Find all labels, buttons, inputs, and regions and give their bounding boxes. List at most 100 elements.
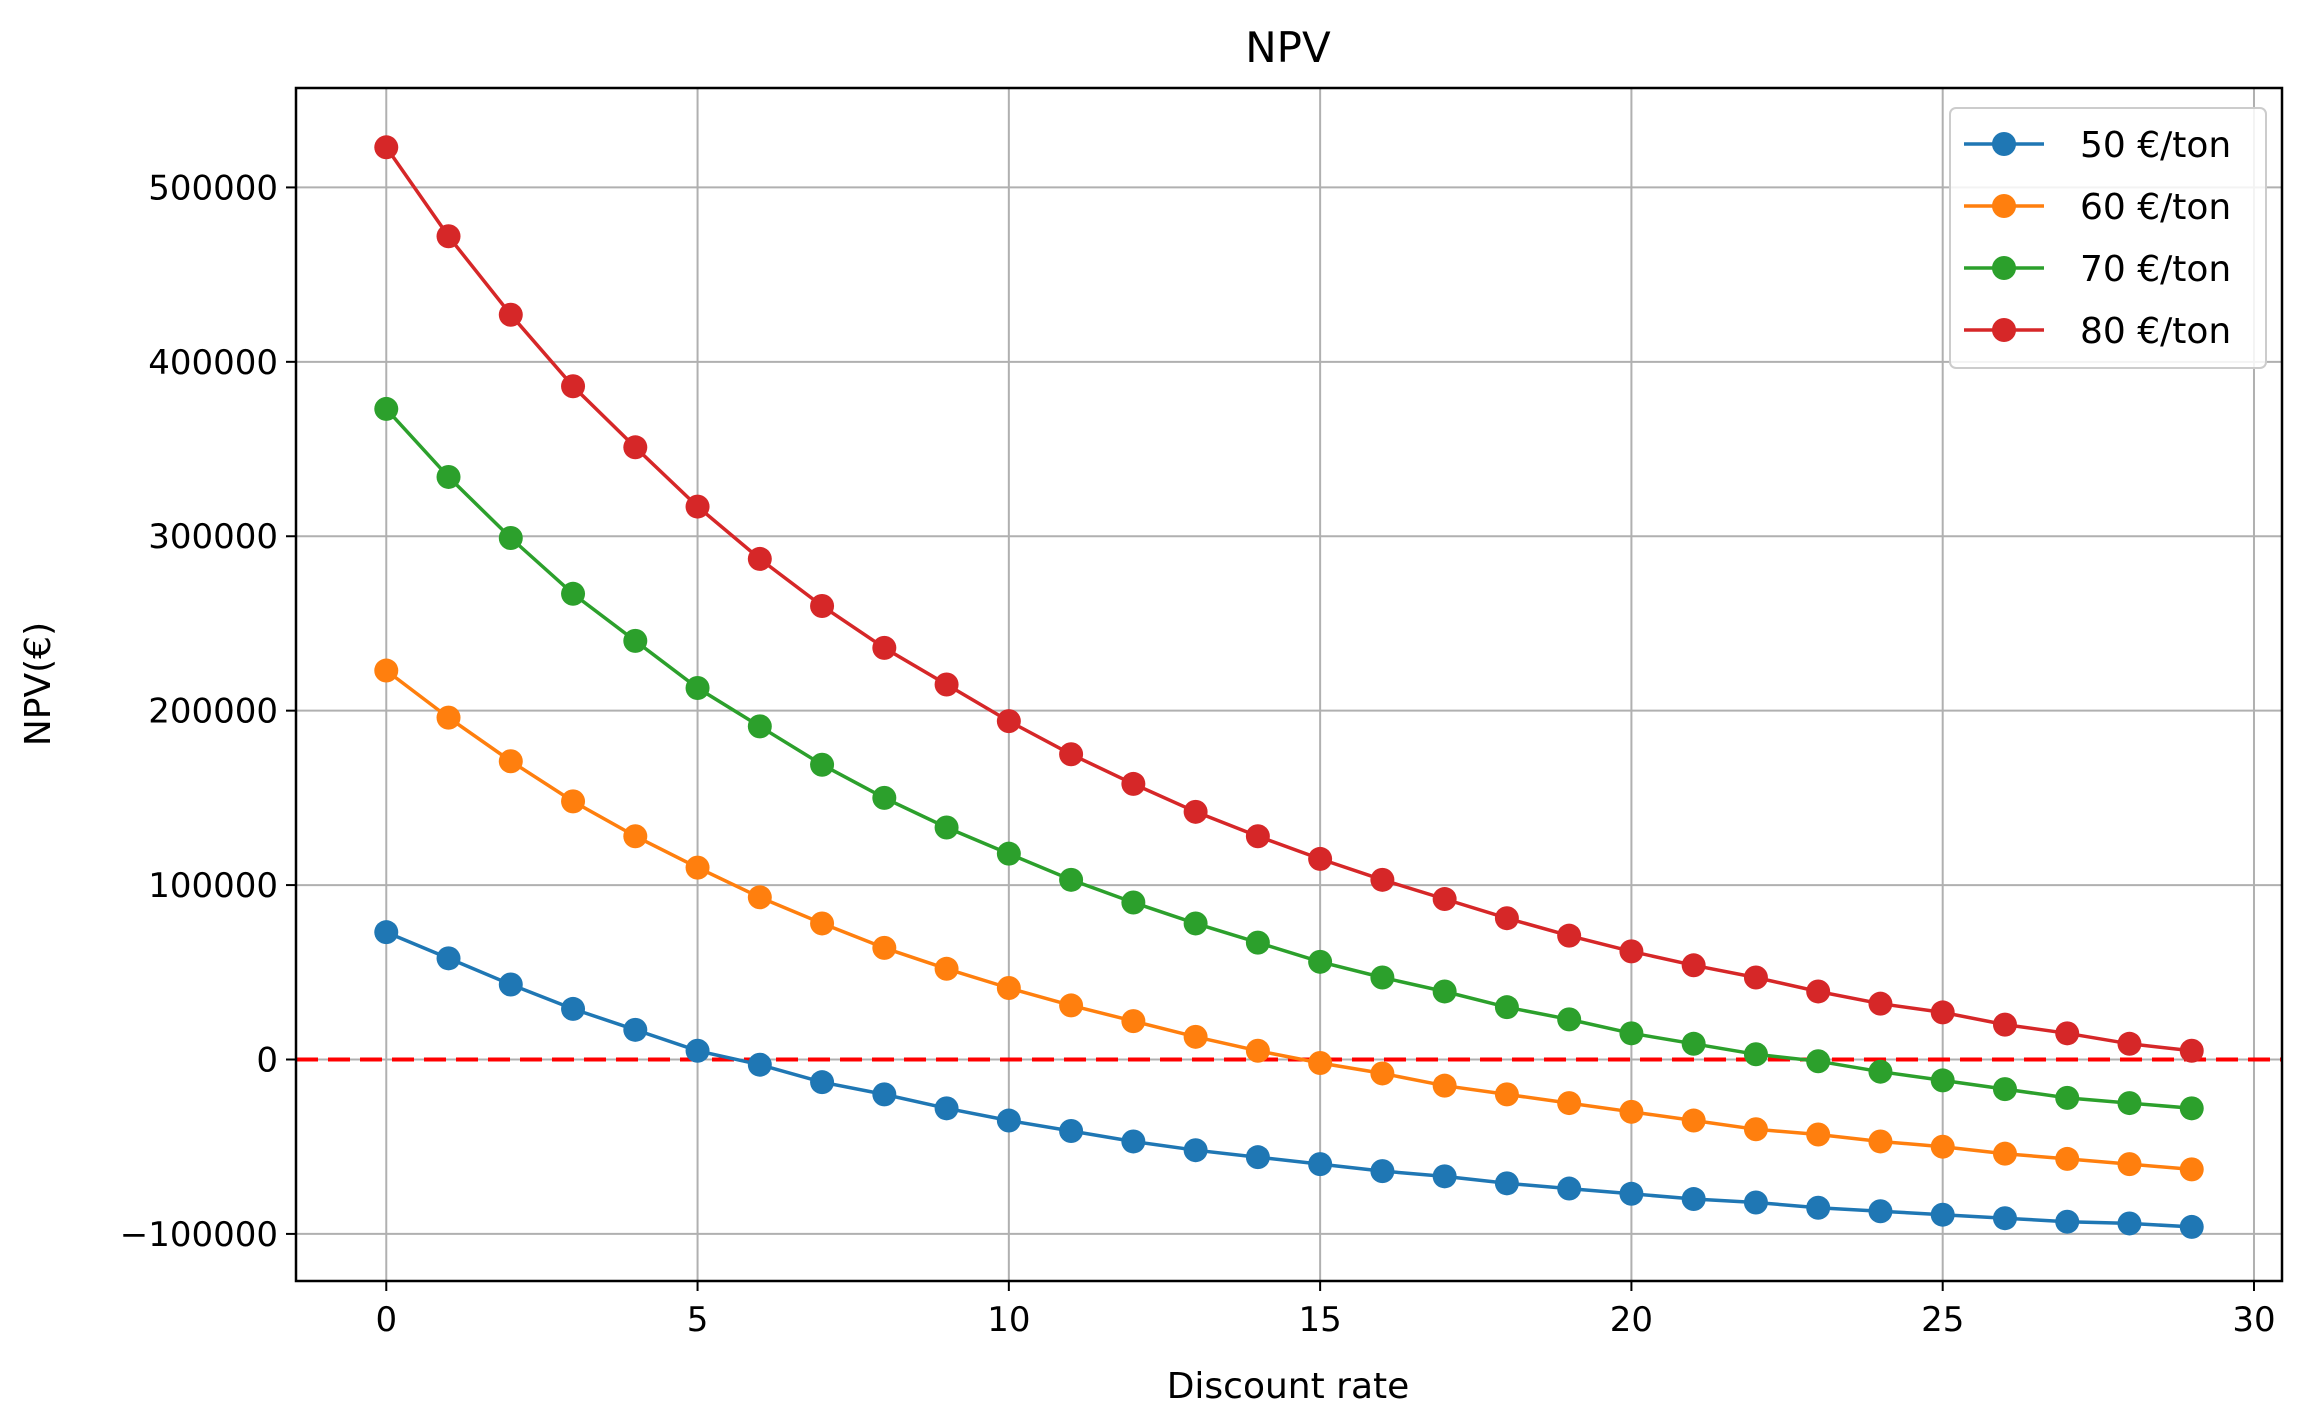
data-point [1806,1122,1831,1147]
data-point [1059,1119,1084,1144]
data-point [1494,1171,1519,1196]
y-tick-label: 400000 [148,343,278,383]
data-point [1121,890,1146,915]
data-point [996,975,1021,1000]
data-point [623,1017,648,1042]
data-point [561,996,586,1021]
data-point [1681,1187,1706,1212]
data-point [1930,1000,1955,1025]
data-point [1930,1068,1955,1093]
data-point [1183,799,1208,824]
data-point [623,824,648,849]
data-point [1370,965,1395,990]
legend-box [1949,107,2267,369]
data-point [1245,1038,1270,1063]
data-point [1743,965,1768,990]
data-point [498,972,523,997]
data-point [1494,995,1519,1020]
legend-marker [1992,132,2016,156]
data-point [436,224,461,249]
data-point [1494,1082,1519,1107]
data-point [1557,1007,1582,1032]
data-point [810,594,835,619]
data-point [1868,991,1893,1016]
data-point [1494,906,1519,931]
data-point [685,1038,710,1063]
data-point [1059,993,1084,1018]
data-point [561,374,586,399]
data-point [623,628,648,653]
legend-label: 70 €/ton [2080,249,2231,290]
data-point [1743,1042,1768,1067]
data-point [1370,1159,1395,1184]
data-point [2055,1146,2080,1171]
data-point [1743,1190,1768,1215]
x-tick-label: 15 [1298,1300,1341,1340]
y-tick-label: 500000 [148,168,278,208]
data-point [1992,1141,2017,1166]
y-tick-label: 200000 [148,692,278,732]
x-axis-title: Discount rate [1167,1366,1410,1407]
data-point [1743,1117,1768,1142]
data-point [872,635,897,660]
series-1 [374,920,2204,1239]
y-tick-label: 300000 [148,517,278,557]
data-point [1868,1129,1893,1154]
data-point [498,302,523,327]
data-point [1245,930,1270,955]
data-point [1308,949,1333,974]
legend-marker [1992,318,2016,342]
data-point [1619,939,1644,964]
data-point [1183,1024,1208,1049]
data-point [1059,742,1084,767]
data-point [934,956,959,981]
data-point [1806,1049,1831,1074]
legend-label: 50 €/ton [2080,125,2231,166]
data-point [996,1108,1021,1133]
data-point [561,581,586,606]
tick-layer: 0 5 10 15 20 25 30 −100000 0 100000 200000 300000 40… [120,168,2276,1340]
x-tick-label: 20 [1610,1300,1653,1340]
data-point [685,855,710,880]
series-4 [374,135,2204,1063]
data-point [1868,1059,1893,1084]
data-point [996,841,1021,866]
data-point [1183,911,1208,936]
data-point [2179,1214,2204,1239]
data-point [1308,846,1333,871]
data-point [2055,1021,2080,1046]
data-point [2179,1038,2204,1063]
y-axis-title: NPV(€) [18,622,59,746]
data-point [1681,1108,1706,1133]
data-point [1557,923,1582,948]
data-point [2117,1091,2142,1116]
data-point [747,885,772,910]
series-2 [374,658,2204,1182]
data-point [1619,1099,1644,1124]
data-point [1432,887,1457,912]
data-point [561,789,586,814]
y-tick-label: −100000 [120,1215,278,1255]
data-point [1308,1050,1333,1075]
data-point [1992,1077,2017,1102]
data-point [872,935,897,960]
data-point [623,435,648,460]
data-point [1557,1091,1582,1116]
data-point [1992,1012,2017,1037]
x-tick-label: 30 [2232,1300,2275,1340]
data-point [1619,1021,1644,1046]
data-point [872,785,897,810]
data-point [685,675,710,700]
data-point [872,1082,897,1107]
data-point [934,672,959,697]
data-point [374,135,399,160]
legend-marker [1992,256,2016,280]
data-point [498,525,523,550]
data-point [1121,771,1146,796]
y-tick-label: 100000 [148,866,278,906]
legend-item: 70 €/ton [1964,249,2231,290]
data-point [1806,1195,1831,1220]
data-point [436,464,461,489]
data-point [1681,953,1706,978]
